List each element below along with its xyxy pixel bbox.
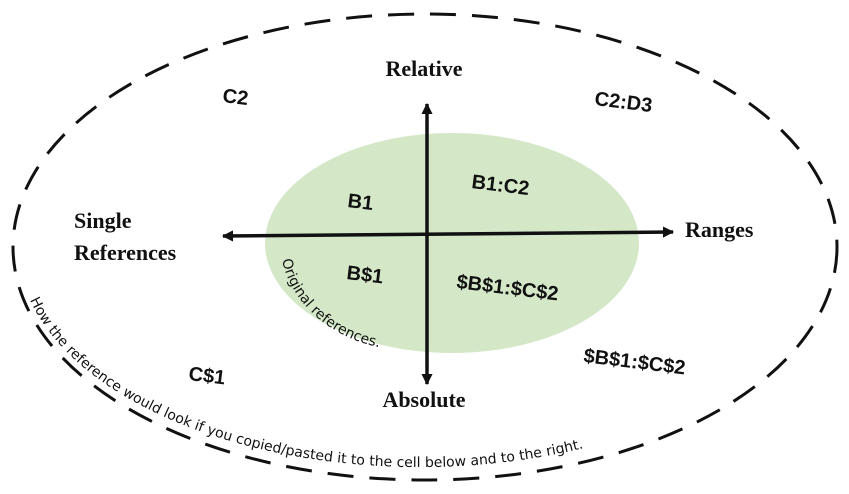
original-ref-absolute-single: B$1	[345, 262, 384, 288]
outer-dashed-ellipse	[11, 12, 839, 482]
copied-ref-absolute-single: C$1	[187, 363, 226, 389]
axis-label-single: Single	[74, 208, 132, 233]
axis-label-references: References	[74, 240, 177, 265]
axis-label-ranges: Ranges	[685, 217, 754, 242]
original-ref-relative-single: B1	[346, 190, 374, 215]
copied-ref-relative-range: C2:D3	[593, 88, 653, 117]
axis-label-absolute: Absolute	[382, 387, 465, 412]
copied-ref-relative-single: C2	[221, 85, 249, 110]
inner-green-ellipse	[265, 133, 639, 353]
horizontal-axis-arrow	[221, 226, 675, 242]
copied-ref-absolute-range: $B$1:$C$2	[582, 345, 686, 379]
axis-label-relative: Relative	[386, 56, 463, 81]
